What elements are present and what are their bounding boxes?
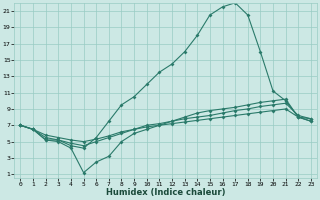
X-axis label: Humidex (Indice chaleur): Humidex (Indice chaleur) (106, 188, 225, 197)
